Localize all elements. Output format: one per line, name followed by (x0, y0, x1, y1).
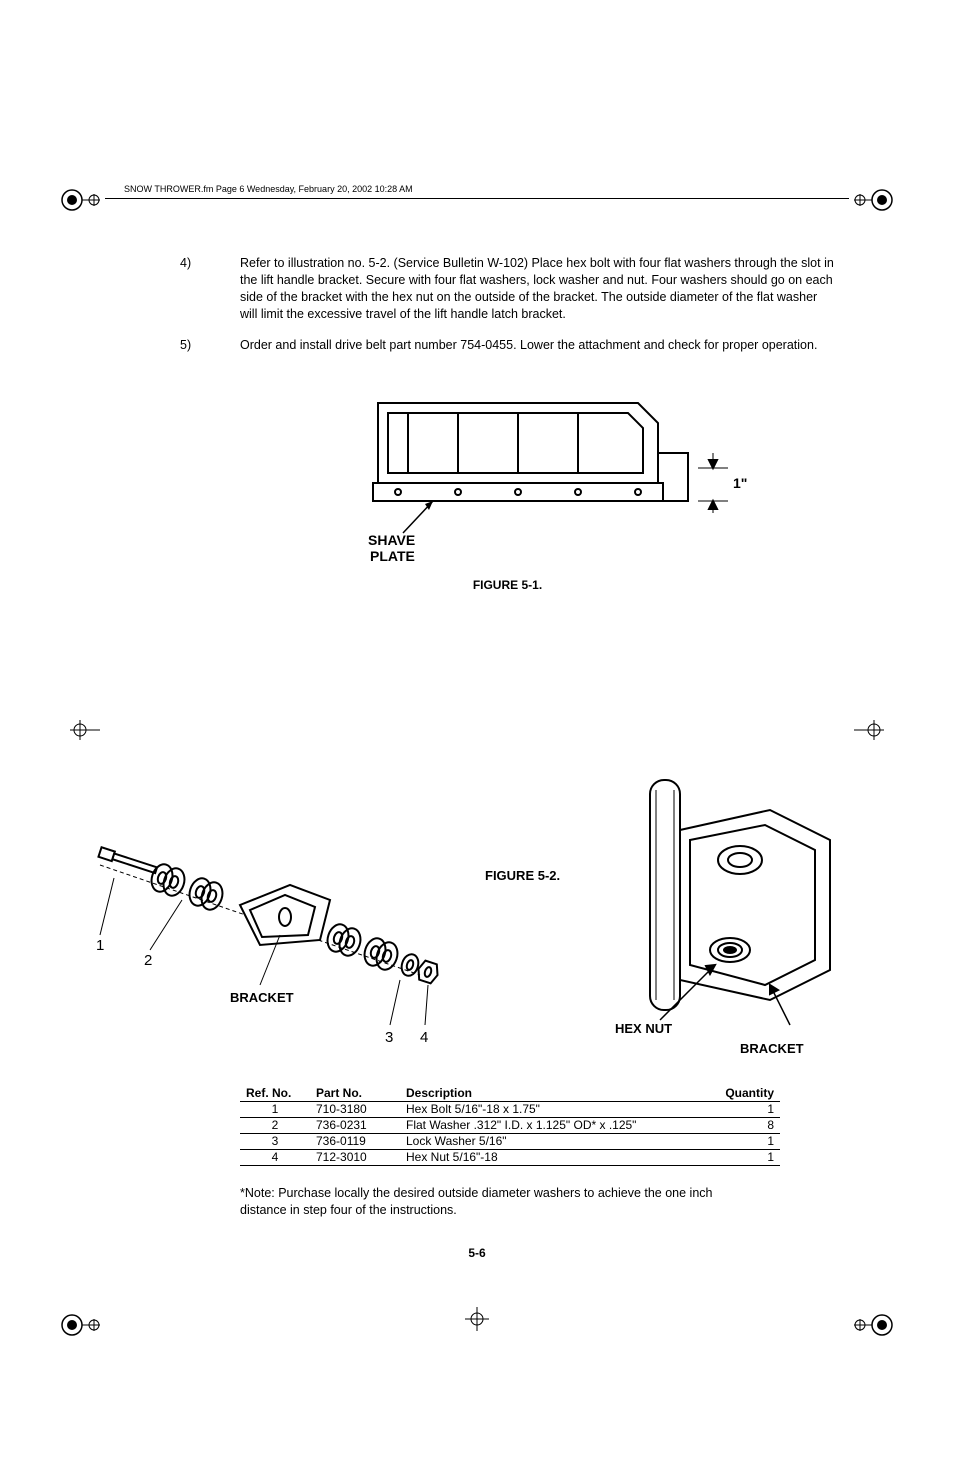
cell-desc: Hex Bolt 5/16"-18 x 1.75" (400, 1102, 710, 1118)
cell-ref: 1 (240, 1102, 310, 1118)
table-row: 4 712-3010 Hex Nut 5/16"-18 1 (240, 1150, 780, 1166)
col-desc: Description (400, 1085, 710, 1102)
table-row: 3 736-0119 Lock Washer 5/16" 1 (240, 1134, 780, 1150)
cell-qty: 1 (710, 1134, 780, 1150)
col-part: Part No. (310, 1085, 400, 1102)
cell-ref: 2 (240, 1118, 310, 1134)
figure-5-2: 1 2 BRACKET 3 4 FIGURE 5-2. HEX NUT BRAC… (90, 770, 865, 1070)
shave-plate-diagram-icon: 1" SHAVE PLATE (258, 373, 758, 563)
bracket-label: BRACKET (230, 990, 294, 1005)
plate-label: PLATE (370, 548, 415, 563)
instruction-step: 4) Refer to illustration no. 5-2. (Servi… (180, 255, 835, 323)
parts-table: Ref. No. Part No. Description Quantity 1… (240, 1085, 780, 1166)
step-number: 5) (180, 337, 240, 354)
dimension-label: 1" (733, 475, 747, 491)
cell-desc: Lock Washer 5/16" (400, 1134, 710, 1150)
ref-1: 1 (96, 937, 104, 954)
cell-part: 712-3010 (310, 1150, 400, 1166)
header-text: SNOW THROWER.fm Page 6 Wednesday, Februa… (120, 184, 417, 194)
cell-qty: 8 (710, 1118, 780, 1134)
cell-part: 736-0119 (310, 1134, 400, 1150)
shave-label: SHAVE (368, 532, 415, 548)
table-row: 1 710-3180 Hex Bolt 5/16"-18 x 1.75" 1 (240, 1102, 780, 1118)
crop-mark-icon (60, 1305, 100, 1345)
step-number: 4) (180, 255, 240, 323)
ref-4: 4 (420, 1029, 428, 1046)
ref-3: 3 (385, 1029, 393, 1046)
figure-5-1: 1" SHAVE PLATE FIGURE 5-1. (180, 373, 835, 592)
cell-ref: 4 (240, 1150, 310, 1166)
header-rule (105, 198, 849, 199)
crop-mark-icon (854, 1305, 894, 1345)
figure-caption: FIGURE 5-2. (485, 868, 560, 883)
crop-mark-icon (854, 710, 894, 750)
table-row: 2 736-0231 Flat Washer .312" I.D. x 1.12… (240, 1118, 780, 1134)
bracket-label-2: BRACKET (740, 1041, 804, 1056)
crop-mark-icon (60, 180, 100, 220)
cell-part: 710-3180 (310, 1102, 400, 1118)
col-qty: Quantity (710, 1085, 780, 1102)
crop-mark-icon (462, 1304, 492, 1339)
cell-part: 736-0231 (310, 1118, 400, 1134)
cell-ref: 3 (240, 1134, 310, 1150)
col-ref: Ref. No. (240, 1085, 310, 1102)
figure-caption: FIGURE 5-1. (180, 578, 835, 592)
hexnut-label: HEX NUT (615, 1021, 672, 1036)
crop-mark-icon (854, 180, 894, 220)
cell-desc: Flat Washer .312" I.D. x 1.125" OD* x .1… (400, 1118, 710, 1134)
cell-qty: 1 (710, 1150, 780, 1166)
ref-2: 2 (144, 952, 152, 969)
instruction-step: 5) Order and install drive belt part num… (180, 337, 835, 354)
cell-desc: Hex Nut 5/16"-18 (400, 1150, 710, 1166)
page-number: 5-6 (0, 1246, 954, 1260)
cell-qty: 1 (710, 1102, 780, 1118)
footnote: *Note: Purchase locally the desired outs… (240, 1185, 760, 1219)
step-text: Order and install drive belt part number… (240, 337, 835, 354)
step-text: Refer to illustration no. 5-2. (Service … (240, 255, 835, 323)
crop-mark-icon (60, 710, 100, 750)
bracket-assembly-diagram-icon: 1 2 BRACKET 3 4 FIGURE 5-2. HEX NUT BRAC… (90, 770, 865, 1070)
